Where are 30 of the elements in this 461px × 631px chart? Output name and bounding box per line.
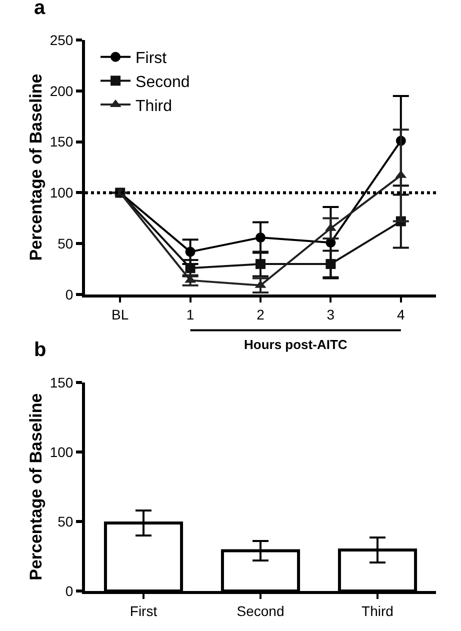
x-tick-label: Second [236,602,284,619]
y-tick-label: 100 [50,444,74,460]
y-tick-label: 100 [50,184,74,201]
point [185,246,196,257]
y-tick-label: 50 [58,513,74,530]
legend-label: Third [136,98,172,115]
chart-title: b [34,339,46,361]
x-tick-label: 2 [256,306,265,322]
y-tick-label: 0 [65,582,74,599]
point [256,259,266,270]
x-tick-label: First [130,602,158,619]
x-tick-label: BL [112,306,129,322]
y-tick-label: 200 [50,82,74,99]
point [326,259,336,270]
text: Hours post-AITC [244,337,348,352]
x-tick-label: 4 [397,306,405,322]
y-tick-label: 0 [65,286,74,302]
y-axis-title: Percentage of Baseline [26,393,46,580]
y-axis-title: Percentage of Baseline [26,74,46,261]
x-tick-label: Third [362,602,394,619]
legend-label: First [136,50,168,68]
y-tick-label: 150 [50,374,74,391]
chart-title: a [34,0,46,19]
y-tick-label: 50 [58,236,74,252]
y-tick-label: 150 [50,134,74,150]
legend-label: Second [136,74,190,91]
point [256,232,266,243]
x-tick-label: 3 [326,306,335,322]
x-tick-label: 1 [186,306,194,322]
y-tick-label: 250 [50,32,74,48]
